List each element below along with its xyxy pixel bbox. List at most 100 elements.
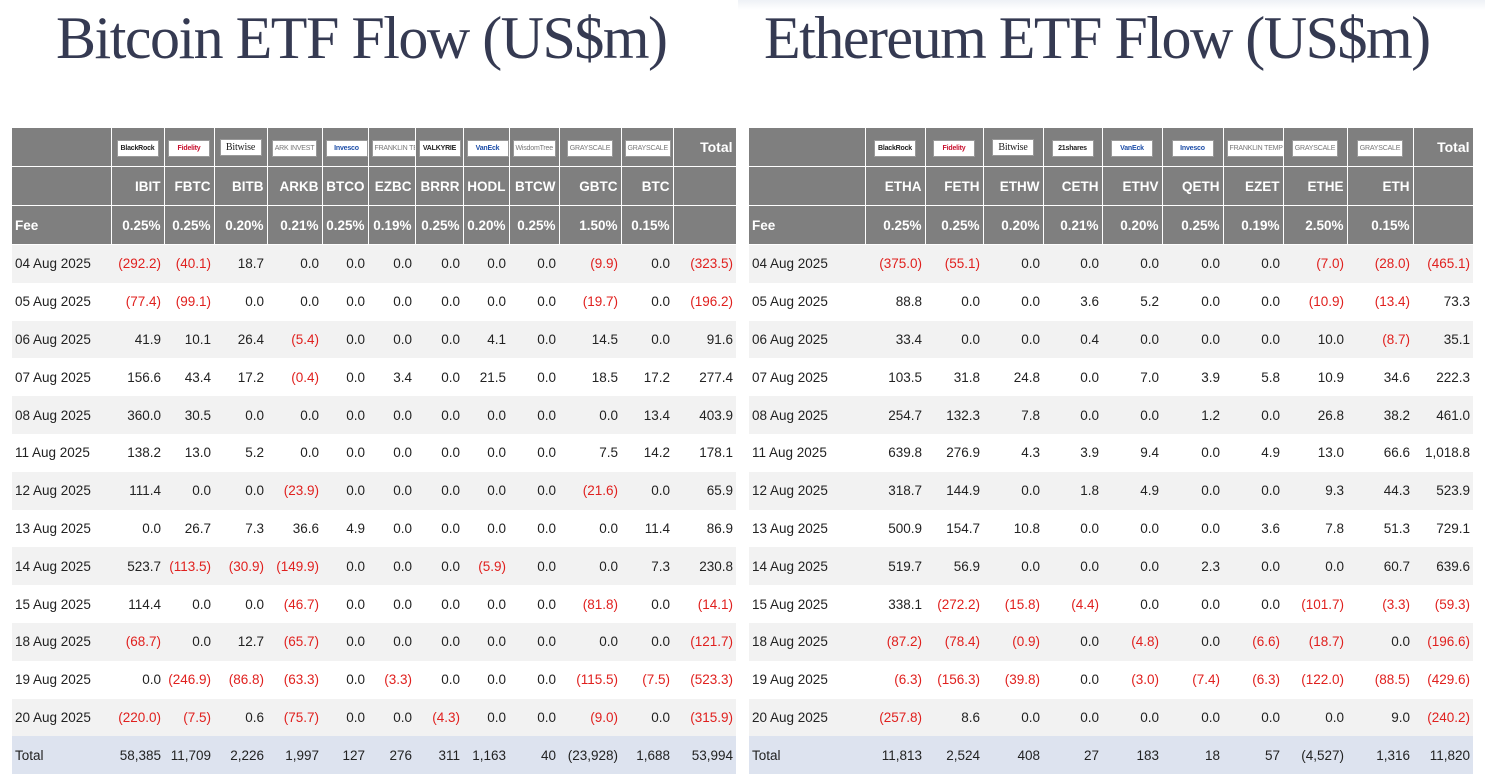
flow-value: 0.0 [463,509,509,548]
flow-value: 44.3 [1347,471,1413,510]
ticker-header: EZBC [368,166,416,206]
flow-value: 0.0 [621,622,673,661]
flow-value: 33.4 [865,320,925,359]
flow-value: 11.4 [621,509,673,548]
eth-issuer-logo-cell: VanEck [1102,128,1163,167]
flow-value: 34.6 [1347,358,1413,397]
flow-value: 0.0 [509,622,559,661]
ticker-header: GBTC [559,166,622,206]
table-row: 13 Aug 2025 500.9 154.7 10.8 0.0 0.0 0.0 3.6 7.8… [749,509,1473,548]
flow-value: 0.0 [1223,282,1283,321]
table-row: 12 Aug 2025 318.7 144.9 0.0 1.8 4.9 0.0 0.0 9.3 4… [749,471,1473,510]
flow-value: 0.0 [415,660,463,699]
fee-value: 0.19% [1223,205,1284,245]
issuer-logo: Bitwise [219,139,262,156]
table-row: 04 Aug 2025 (375.0) (55.1) 0.0 0.0 0.0 0.0 0.0(… [749,244,1473,283]
flow-value: 0.0 [368,244,415,283]
flow-value: 7.3 [621,547,673,586]
flow-value: 10.1 [164,320,214,359]
flow-value: 0.0 [1223,585,1283,623]
flow-value: 60.7 [1347,547,1413,586]
issuer-logo: FRANKLIN TEMPLETON [371,139,414,157]
cumulative-total-value: 408 [983,736,1043,775]
btc-issuer-logo-cell: ARK INVEST [267,128,323,167]
eth-corner-cell [749,128,866,167]
row-date: 06 Aug 2025 [749,320,865,359]
flow-value: (65.7) [267,622,322,661]
flow-value: (4.8) [1102,622,1162,661]
flow-value: 0.0 [463,698,509,737]
fee-value: 0.25% [925,205,984,245]
row-date: 18 Aug 2025 [12,622,111,661]
flow-value: 0.0 [1043,660,1102,699]
row-date: 08 Aug 2025 [12,396,111,434]
eth-issuer-logo-cell: FRANKLIN TEMPLETON [1223,128,1284,167]
flow-value: 9.0 [1347,698,1413,737]
issuer-logo: 21shares [1051,139,1094,157]
fee-label: Fee [749,205,866,245]
flow-value: 0.0 [214,282,267,321]
btc-total-row: Total 58,385 11,709 2,226 1,997 127 276 311 1,16… [12,736,736,775]
flow-value: 0.0 [322,282,368,321]
flow-value: 0.0 [983,282,1043,321]
flow-value: 0.0 [415,509,463,548]
flow-value: 0.0 [509,585,559,623]
flow-value: 0.0 [368,547,415,586]
flow-value: 0.0 [368,320,415,359]
flow-value: (257.8) [865,698,925,737]
ticker-header: ETHV [1102,166,1163,206]
flow-value: 0.0 [1043,509,1102,548]
flow-value: 8.6 [925,698,983,737]
issuer-logo: WisdomTree [512,139,556,157]
flow-value: 0.0 [509,320,559,359]
row-date: 08 Aug 2025 [749,396,865,434]
fee-value: 0.21% [1043,205,1103,245]
flow-value: (77.4) [111,282,164,321]
table-row: 19 Aug 2025 0.0 (246.9) (86.8) (63.3) 0.0 (3.3… [12,660,736,699]
cumulative-total-value: 1,163 [463,736,509,775]
flow-value: 0.0 [1102,698,1162,737]
flow-value: 0.0 [322,358,368,397]
flow-value: (10.9) [1283,282,1347,321]
top-decorative-bar [738,0,1485,10]
row-date: 14 Aug 2025 [749,547,865,586]
flow-value: 0.0 [1223,547,1283,586]
flow-value: 0.0 [983,244,1043,283]
flow-value: 114.4 [111,585,164,623]
flow-value: 7.0 [1102,358,1162,397]
flow-value: (46.7) [267,585,322,623]
flow-value: (15.8) [983,585,1043,623]
flow-value: 0.0 [925,282,983,321]
flow-value: (75.7) [267,698,322,737]
flow-value: 9.4 [1102,433,1162,472]
flow-value: 1.8 [1043,471,1102,510]
row-date: 12 Aug 2025 [12,471,111,510]
btc-issuer-logo-cell: BlackRock [111,128,165,167]
issuer-logo: GRAYSCALE [1291,139,1339,157]
flow-value: 13.0 [1283,433,1347,472]
flow-value: (21.6) [559,471,621,510]
flow-value: 0.0 [1043,698,1102,737]
btc-total-header: Total [673,128,737,167]
flow-value: 0.0 [463,585,509,623]
eth-flow-table: BlackRock Fidelity Bitwise 21shares VanEck In… [749,128,1474,775]
flow-value: 10.9 [1283,358,1347,397]
row-total-value: (14.1) [673,585,736,623]
flow-value: 5.8 [1223,358,1283,397]
flow-value: 0.0 [164,471,214,510]
row-date: 15 Aug 2025 [12,585,111,623]
row-total-value: 1,018.8 [1413,433,1473,472]
table-row: 07 Aug 2025 156.6 43.4 17.2 (0.4) 0.0 3.4 0.0 21… [12,358,736,397]
ticker-header: ETHE [1283,166,1348,206]
flow-value: (63.3) [267,660,322,699]
cumulative-total-value: 311 [415,736,463,775]
flow-value: (113.5) [164,547,214,586]
flow-value: 0.0 [368,433,415,472]
fee-value: 0.25% [164,205,215,245]
flow-value: 0.0 [1283,698,1347,737]
flow-value: 523.7 [111,547,164,586]
flow-value: 0.0 [1347,622,1413,661]
btc-issuer-logo-cell: VanEck [463,128,510,167]
eth-issuer-logo-cell: Fidelity [925,128,984,167]
flow-value: 0.0 [1162,698,1223,737]
